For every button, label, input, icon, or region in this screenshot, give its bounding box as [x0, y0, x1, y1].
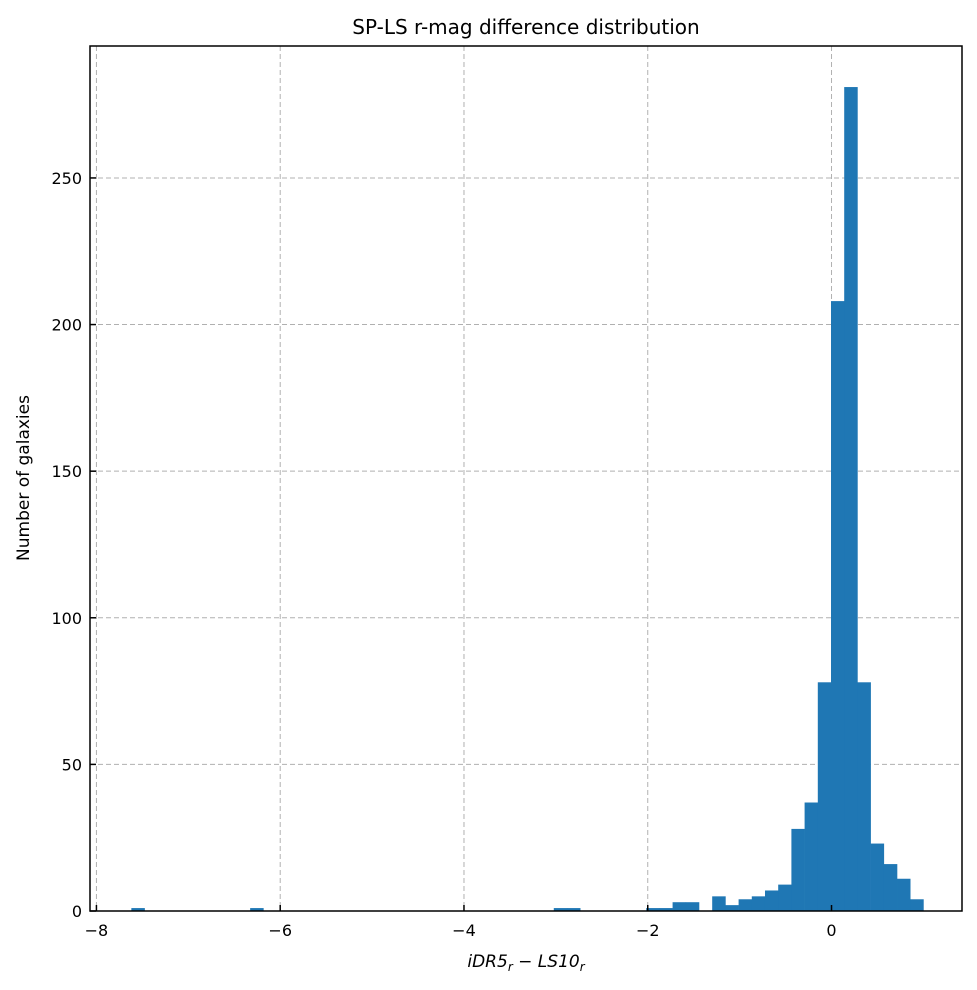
histogram-bar	[566, 908, 581, 911]
y-tick-label: 50	[62, 755, 82, 774]
chart-title: SP-LS r-mag difference distribution	[352, 15, 699, 39]
histogram-bar	[131, 908, 145, 911]
histogram-bar	[646, 908, 660, 911]
histogram-bar	[553, 908, 568, 911]
histogram-bar	[685, 902, 700, 911]
y-tick-label: 150	[51, 462, 82, 481]
histogram-bar	[778, 884, 792, 911]
y-tick-label: 200	[51, 316, 82, 335]
y-tick-label: 100	[51, 609, 82, 628]
x-tick-label: −2	[636, 921, 660, 940]
y-tick-label: 250	[51, 169, 82, 188]
histogram-bar	[738, 899, 753, 911]
histogram-bar	[883, 864, 898, 911]
x-tick-label: −4	[452, 921, 476, 940]
histogram-bar	[791, 828, 805, 911]
histogram-bar	[712, 896, 726, 911]
histogram-bar	[751, 896, 766, 911]
histogram-bar	[844, 87, 858, 912]
histogram-bar	[857, 682, 871, 911]
histogram-bar	[831, 301, 845, 911]
y-tick-label: 0	[72, 902, 82, 921]
histogram-bar	[870, 843, 885, 911]
histogram-bar	[817, 682, 832, 911]
histogram-bar	[672, 902, 687, 911]
histogram-bar	[910, 899, 924, 911]
histogram-bar	[804, 802, 819, 911]
x-tick-label: 0	[826, 921, 836, 940]
histogram-bar	[764, 890, 779, 911]
bars	[131, 87, 924, 912]
histogram-bar	[897, 878, 911, 911]
histogram-bar	[250, 908, 264, 911]
y-axis-label: Number of galaxies	[14, 395, 34, 561]
ticks: −8 −6 −4 −2 0 0 50 100 150 200 250	[51, 169, 836, 940]
x-tick-label: −6	[268, 921, 292, 940]
x-tick-label: −8	[85, 921, 109, 940]
plot-frame	[89, 45, 963, 912]
x-axis-label: iDR5r − LS10r	[467, 952, 585, 974]
histogram-bar	[659, 908, 673, 911]
histogram-bar	[725, 905, 739, 911]
